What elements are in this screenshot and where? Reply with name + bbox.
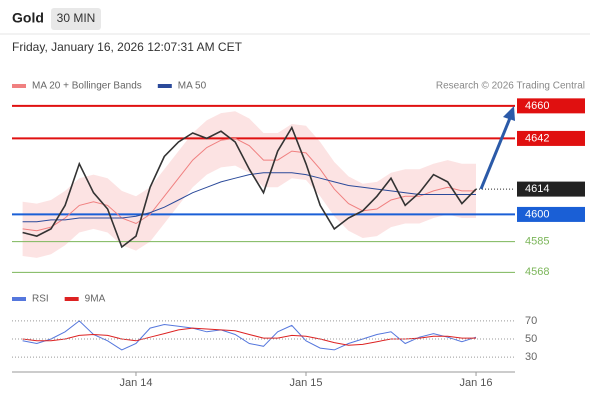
level-label: 4660 (525, 100, 549, 112)
subtitle: Friday, January 16, 2026 12:07:31 AM CET (12, 40, 243, 54)
forecast-arrow (479, 117, 512, 190)
x-tick-label: Jan 14 (119, 377, 152, 389)
level-box (517, 206, 585, 222)
legend-label: 9MA (85, 294, 106, 305)
level-label: 4614 (525, 183, 549, 195)
level-box (517, 130, 585, 146)
x-tick-label: Jan 15 (289, 377, 322, 389)
source: Research © 2026 Trading Central (436, 81, 585, 92)
rsi-line (22, 320, 477, 351)
level-box (517, 98, 585, 114)
level-box (517, 181, 585, 197)
y-tick-label: 50 (525, 333, 537, 345)
timeframe-box[interactable] (51, 8, 101, 30)
level-label: 4568 (525, 266, 549, 278)
y-tick-label: 70 (525, 315, 537, 327)
y-tick-label: 30 (525, 351, 537, 363)
level-label: 4600 (525, 208, 549, 220)
x-tick-label: Jan 16 (460, 377, 493, 389)
price-line (22, 125, 477, 249)
level-label: 4642 (525, 132, 549, 144)
forecast-arrowhead (503, 106, 515, 121)
legend-swatch (12, 297, 26, 301)
timeframe[interactable]: 30 MIN (57, 11, 96, 25)
level-label: 4585 (525, 235, 549, 247)
legend-swatch (12, 84, 26, 88)
rsi-line (22, 327, 476, 346)
legend-swatch (157, 84, 172, 88)
bollinger-band (22, 111, 476, 258)
legend-label: MA 20 + Bollinger Bands (32, 81, 142, 92)
legend-label: MA 50 (178, 81, 207, 92)
chart-title: Gold (12, 10, 44, 26)
legend-swatch (64, 297, 79, 301)
ma-line (22, 172, 476, 223)
legend-label: RSI (32, 294, 49, 305)
